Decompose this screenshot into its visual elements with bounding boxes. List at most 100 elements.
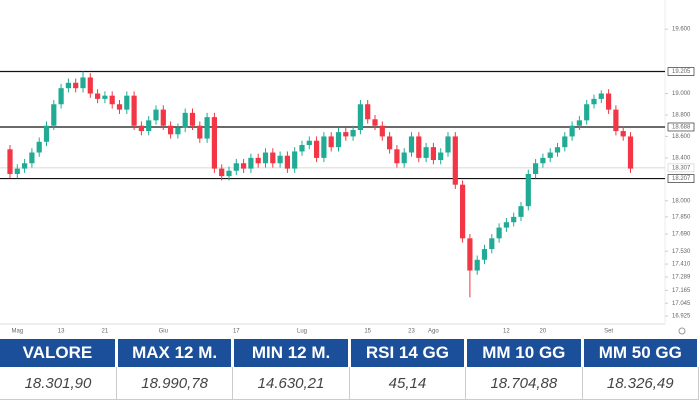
- candle-body: [540, 157, 546, 164]
- x-tick-label: Lug: [297, 329, 307, 335]
- level-label: 18.207: [672, 176, 691, 182]
- y-tick-label: 18.800: [672, 113, 691, 119]
- candle-body: [387, 136, 393, 150]
- candle-body: [80, 77, 86, 89]
- candle-body: [430, 147, 436, 161]
- header-cell: VALORE: [0, 339, 118, 367]
- candle-body: [379, 125, 385, 137]
- candle-body: [116, 104, 123, 110]
- candle-body: [299, 145, 305, 152]
- candle-body: [321, 136, 327, 158]
- x-tick-label: 23: [408, 329, 415, 335]
- settings-icon[interactable]: [678, 327, 686, 335]
- candle-body: [277, 155, 283, 164]
- x-tick-label: Set: [604, 329, 613, 335]
- candle-body: [401, 152, 407, 164]
- level-box: [667, 67, 695, 76]
- value-cell: 18.704,88: [465, 367, 583, 400]
- header-cell: MM 50 GG: [582, 339, 700, 367]
- x-tick-label: Ago: [428, 329, 439, 335]
- header-row: VALORE MAX 12 M. MIN 12 M. RSI 14 GG MM 10 G…: [0, 339, 700, 367]
- candle-body: [423, 147, 429, 158]
- x-tick-label: 21: [102, 329, 109, 335]
- candle-body: [598, 93, 604, 99]
- y-tick-label: 17.410: [672, 262, 691, 268]
- candle-body: [511, 216, 517, 223]
- value-cell: 18.301,90: [0, 367, 117, 400]
- candle-body: [211, 117, 217, 169]
- header-cell: MM 10 GG: [465, 339, 584, 367]
- candle-body: [146, 120, 152, 132]
- stats-table: VALORE MAX 12 M. MIN 12 M. RSI 14 GG MM 10 G…: [0, 339, 700, 400]
- candle-body: [554, 147, 561, 153]
- candle-body: [109, 95, 115, 105]
- candle-body: [576, 120, 582, 126]
- x-tick-label: 17: [233, 329, 240, 335]
- candle-body: [65, 82, 71, 89]
- candle-body: [226, 170, 232, 177]
- y-tick-label: 17.045: [672, 301, 691, 307]
- candle-body: [496, 227, 502, 239]
- candle-body: [314, 140, 320, 158]
- value-row: 18.301,90 18.990,78 14.630,21 45,14 18.704,8…: [0, 367, 700, 400]
- candle-body: [489, 238, 495, 250]
- candle-body: [547, 152, 553, 158]
- y-tick-label: 17.690: [672, 232, 691, 238]
- candle-body: [51, 104, 57, 126]
- candle-body: [87, 77, 93, 94]
- candle-body: [7, 149, 13, 174]
- x-tick-label: 15: [364, 329, 371, 335]
- candle-body: [124, 95, 130, 110]
- candle-body: [350, 129, 356, 137]
- header-cell: MIN 12 M.: [232, 339, 351, 367]
- x-tick-label: 20: [540, 329, 547, 335]
- value-cell: 18.990,78: [116, 367, 234, 400]
- candle-body: [584, 104, 590, 121]
- candle-body: [73, 82, 79, 89]
- header-cell: MAX 12 M.: [116, 339, 235, 367]
- candle-body: [204, 117, 210, 139]
- y-tick-label: 19.600: [672, 27, 691, 33]
- value-cell: 45,14: [349, 367, 467, 400]
- candle-body: [255, 157, 261, 164]
- candle-body: [153, 109, 159, 121]
- y-tick-label: 17.289: [672, 275, 691, 281]
- y-tick-label: 18.600: [672, 134, 691, 140]
- candle-body: [372, 119, 378, 126]
- candle-body: [160, 109, 166, 126]
- x-tick-label: Mag: [11, 329, 23, 335]
- candle-body: [562, 136, 568, 148]
- candle-body: [102, 95, 108, 99]
- y-tick-label: 18.400: [672, 155, 691, 161]
- x-tick-label: 13: [58, 329, 65, 335]
- y-tick-label: 19.000: [672, 91, 691, 97]
- candle-body: [365, 104, 371, 120]
- candle-body: [138, 125, 144, 132]
- candle-body: [503, 222, 509, 228]
- candle-body: [182, 112, 188, 128]
- candle-body: [620, 131, 626, 137]
- candle-body: [22, 163, 28, 169]
- candle-body: [591, 98, 597, 105]
- level-box: [667, 174, 695, 183]
- x-tick-label: 12: [503, 329, 510, 335]
- y-tick-label: 16.925: [672, 314, 691, 320]
- candle-body: [452, 136, 458, 185]
- level-label: 18.688: [672, 125, 691, 131]
- header-cell: RSI 14 GG: [349, 339, 468, 367]
- candle-body: [335, 132, 342, 148]
- candle-body: [460, 184, 466, 239]
- candle-body: [219, 168, 225, 177]
- candle-body: [36, 141, 42, 153]
- y-tick-label: 17.850: [672, 214, 691, 220]
- candle-body: [262, 152, 269, 164]
- candle-body: [168, 125, 174, 135]
- candle-body: [525, 173, 531, 207]
- chart: 19.600 19.000 18.800 18.600 18.400 18.000 17.8…: [0, 0, 695, 335]
- candle-body: [241, 163, 247, 169]
- candle-body: [467, 238, 473, 271]
- candle-body: [408, 136, 415, 153]
- candle-body: [189, 112, 196, 126]
- current-price-label: 18.307: [672, 165, 691, 171]
